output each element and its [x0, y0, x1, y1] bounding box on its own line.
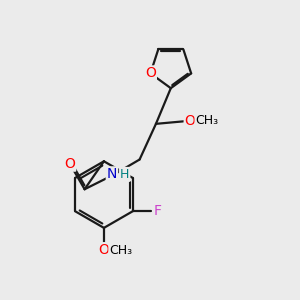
Text: CH₃: CH₃ — [109, 244, 132, 257]
Text: H: H — [120, 168, 129, 181]
Text: O: O — [145, 66, 156, 80]
Text: O: O — [64, 157, 75, 171]
Text: CH₃: CH₃ — [196, 114, 219, 128]
Text: O: O — [98, 243, 109, 257]
Text: O: O — [185, 114, 196, 128]
Text: F: F — [153, 204, 161, 218]
Text: N: N — [107, 167, 117, 182]
